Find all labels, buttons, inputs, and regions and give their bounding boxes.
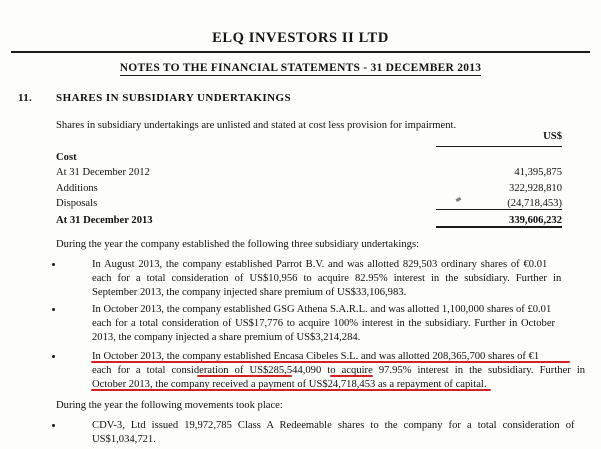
red-underline-annotation <box>330 374 373 377</box>
rule-spacer <box>56 226 420 228</box>
list-item-annotated: In October 2013, the company established… <box>52 350 586 393</box>
bullet-dot-icon <box>52 354 56 358</box>
notes-title-text: NOTES TO THE FINANCIAL STATEMENTS - 31 D… <box>119 62 482 76</box>
intro-paragraph: Shares in subsidiary undertakings are un… <box>56 120 457 131</box>
row-label: Disposals <box>56 198 98 209</box>
row-value: (24,718,453) <box>507 198 562 209</box>
list-item: In October 2013, the company established… <box>52 303 570 346</box>
red-underline-annotation <box>91 360 570 363</box>
row-label: Additions <box>56 182 98 194</box>
row-value: 322,928,810 <box>509 182 562 194</box>
list-item: CDV-3, Ltd issued 19,972,785 Class A Red… <box>52 419 575 447</box>
list-item-line: In October 2013, the company established… <box>92 304 552 315</box>
red-underline-annotation <box>91 389 491 392</box>
row-value <box>420 147 572 163</box>
bullet-dot-icon <box>52 307 56 311</box>
cost-table: US$ Cost At 31 December 2012 41,395,875 … <box>56 126 572 228</box>
header-divider <box>11 51 590 54</box>
row-value: 41,395,875 <box>514 167 562 178</box>
currency-header: US$ <box>543 131 562 142</box>
subtotal-rule-row <box>56 209 572 211</box>
header-underline <box>420 142 572 147</box>
list-item-line: In August 2013, the company established … <box>92 259 548 270</box>
table-header-rule-row <box>56 142 572 147</box>
established-intro-paragraph: During the year the company established … <box>56 239 420 250</box>
list-item-line: In October 2013, the company established… <box>92 351 540 362</box>
list-item-line: each for a total consideration of US$285… <box>92 365 586 377</box>
section-heading: SHARES IN SUBSIDIARY UNDERTAKINGS <box>56 92 292 104</box>
table-header-row: US$ <box>56 126 572 142</box>
list-item-line: CDV-3, Ltd issued 19,972,785 Class A Red… <box>92 420 575 431</box>
row-label: Cost <box>56 151 77 163</box>
list-item-line: October 2013, the company received a pay… <box>92 379 487 391</box>
section-number: 11. <box>18 92 33 104</box>
list-item-line: September 2013, the company injected sha… <box>92 287 407 299</box>
row-label: At 31 December 2013 <box>56 214 153 226</box>
row-value: 339,606,232 <box>509 214 562 226</box>
table-row: Additions 322,928,810 <box>56 178 572 194</box>
list-item-text: In August 2013, the company established … <box>92 258 570 301</box>
list-item-text: CDV-3, Ltd issued 19,972,785 Class A Red… <box>92 419 575 447</box>
bullet-dot-icon <box>52 423 56 427</box>
list-item-line: each for a total consideration of US$10,… <box>92 273 562 285</box>
table-row: At 31 December 2012 41,395,875 <box>56 163 572 178</box>
subtotal-underline <box>420 209 572 211</box>
red-underline-annotation <box>197 374 292 377</box>
total-rule-row <box>56 225 572 228</box>
table-row: Cost <box>56 147 572 163</box>
row-label: At 31 December 2012 <box>56 167 150 178</box>
total-underline <box>420 225 572 228</box>
list-item-line: US$1,034,721. <box>92 434 156 446</box>
table-row: At 31 December 2013 339,606,232 <box>56 210 572 226</box>
list-item: In August 2013, the company established … <box>52 258 570 301</box>
list-item-text: In October 2013, the company established… <box>92 303 570 346</box>
list-item-line: each for a total consideration of US$17,… <box>92 318 556 330</box>
notes-title: NOTES TO THE FINANCIAL STATEMENTS - 31 D… <box>0 62 601 76</box>
table-row: Disposals (24,718,453) <box>56 194 572 209</box>
company-title: ELQ INVESTORS II LTD <box>212 30 389 46</box>
bullet-dot-icon <box>52 262 56 266</box>
list-item-text: In October 2013, the company established… <box>92 350 586 393</box>
list-item-line: 2013, the company injected a share premi… <box>92 332 361 344</box>
movements-intro-paragraph: During the year the following movements … <box>56 400 283 411</box>
table-header-spacer <box>56 126 420 142</box>
